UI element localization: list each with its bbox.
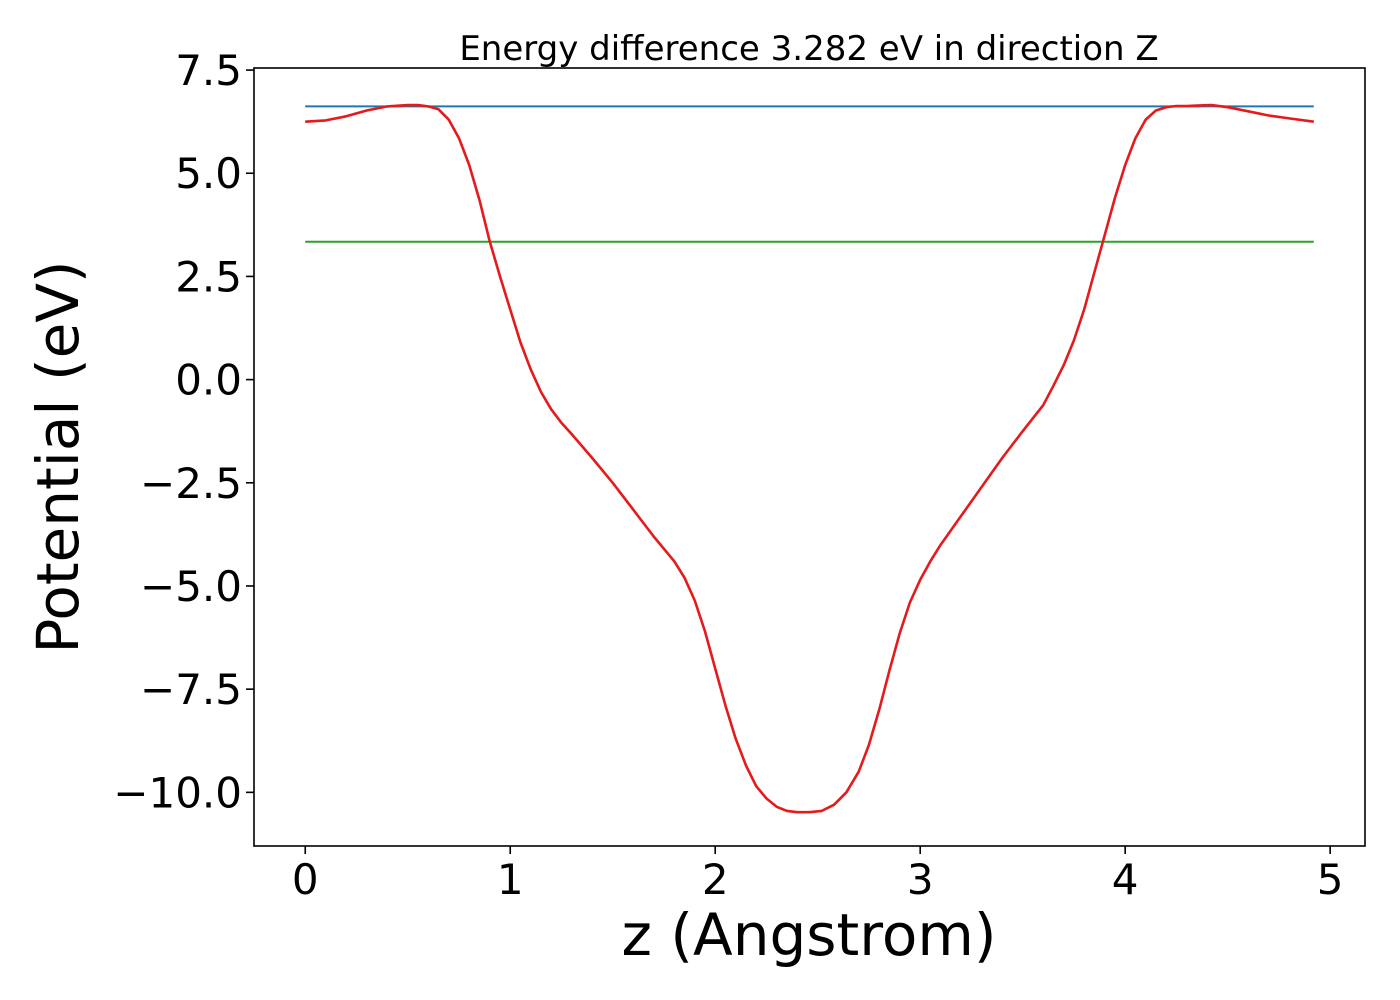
x-tick-label: 4 — [1112, 855, 1139, 904]
x-axis-label: z (Angstrom) — [622, 901, 997, 969]
plot-frame — [253, 67, 1366, 847]
y-tick-label: −7.5 — [140, 665, 242, 714]
x-tick-label: 5 — [1317, 855, 1344, 904]
y-tick-label: −2.5 — [140, 459, 242, 508]
x-tick-label: 0 — [292, 855, 319, 904]
y-tick-label: −10.0 — [113, 768, 242, 817]
series-line-planar-averaged-potential — [305, 103, 1314, 814]
chart-title: Energy difference 3.282 eV in direction … — [459, 29, 1158, 69]
y-tick-label: 7.5 — [175, 46, 242, 95]
y-tick-label: −5.0 — [140, 562, 242, 611]
y-axis-label: Potential (eV) — [24, 260, 92, 653]
y-tick-label: 5.0 — [175, 149, 242, 198]
x-tick-label: 2 — [702, 855, 729, 904]
y-tick-label: 0.0 — [175, 356, 242, 405]
y-axis: −10.0 −7.5 −5.0 −2.5 0.0 2.5 5.0 7.5 — [113, 46, 254, 817]
x-tick-label: 1 — [497, 855, 524, 904]
x-tick-label: 3 — [907, 855, 934, 904]
y-tick-label: 2.5 — [175, 252, 242, 301]
x-axis: 0 1 2 3 4 5 — [292, 846, 1344, 904]
plot-lines — [305, 103, 1314, 814]
